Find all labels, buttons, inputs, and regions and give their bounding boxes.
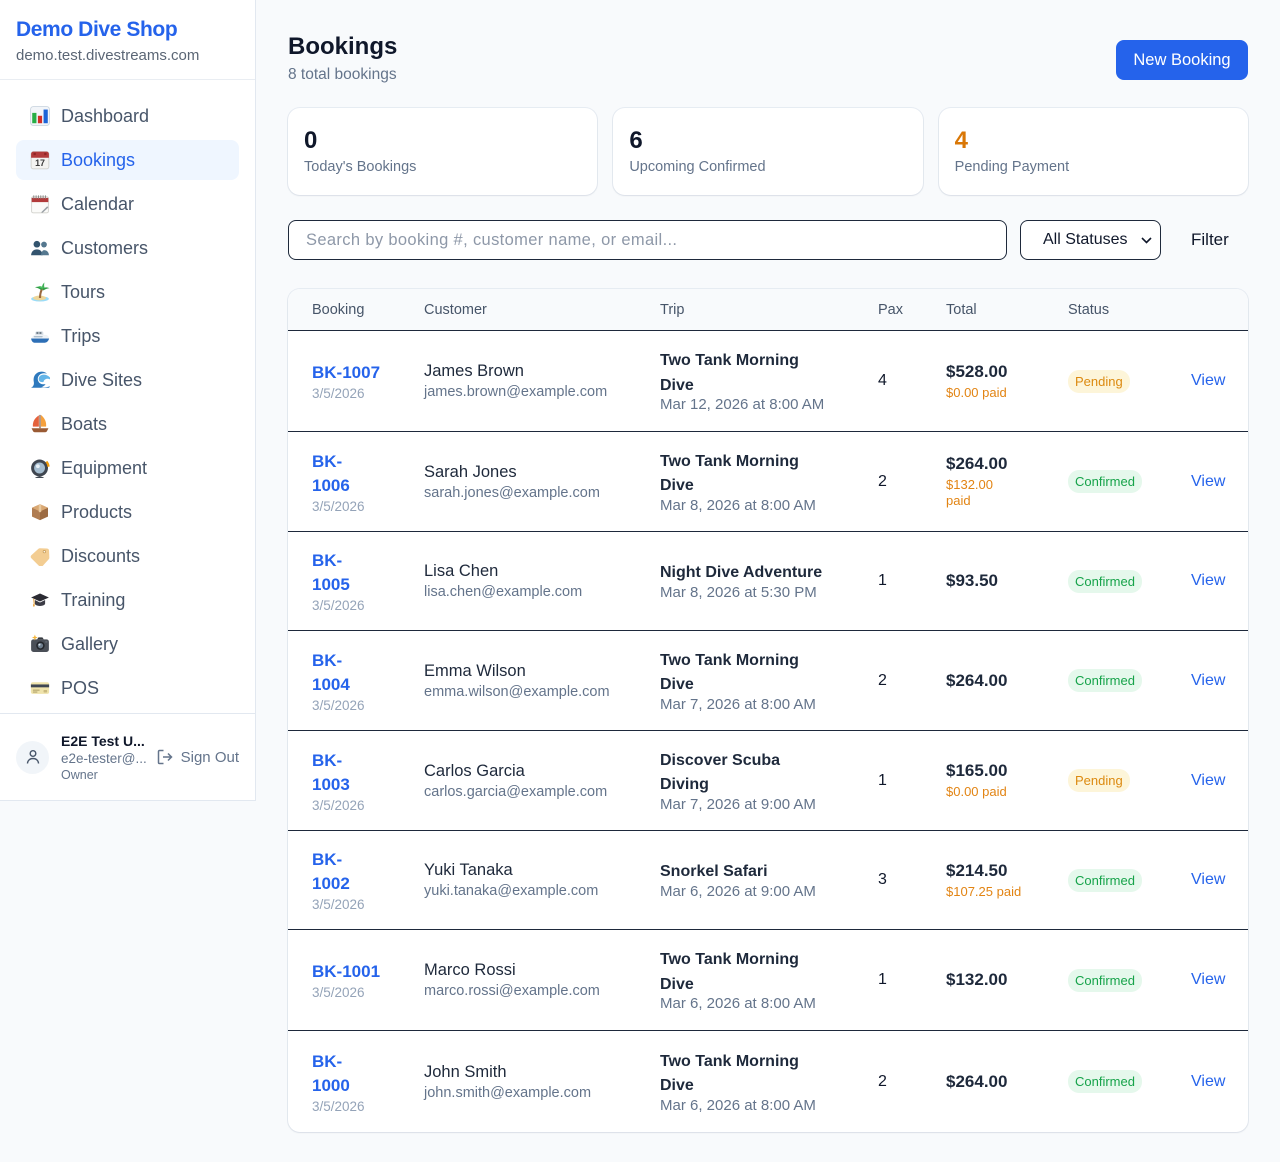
- svg-text:17: 17: [35, 158, 45, 168]
